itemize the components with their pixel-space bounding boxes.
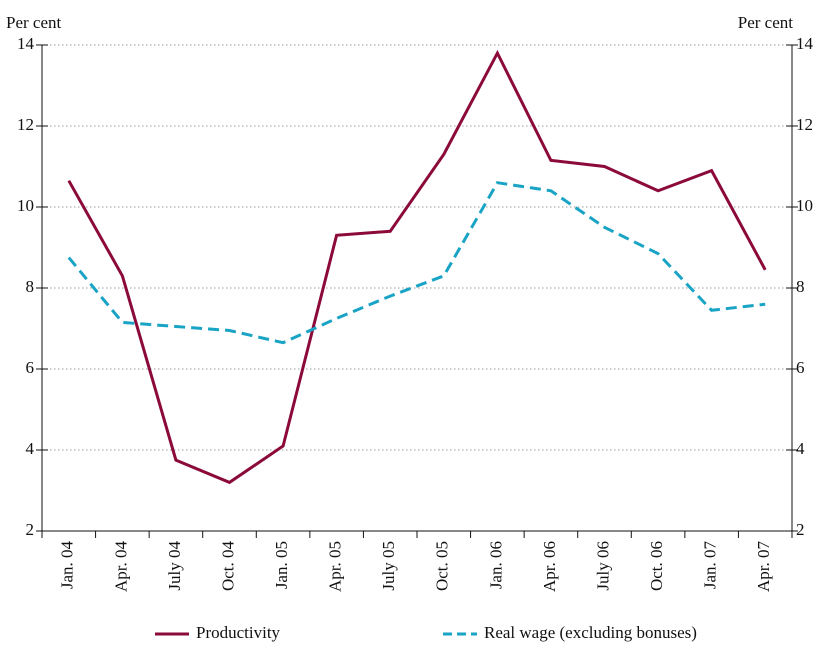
x-tick-label: Jan. 06 <box>486 541 505 589</box>
y-tick-label: 14 <box>17 34 35 53</box>
x-tick-label: Jan. 07 <box>701 541 720 590</box>
y2-tick-label: 2 <box>796 520 805 539</box>
x-tick-label: Apr. 07 <box>754 541 773 593</box>
y2-axis-label: Per cent <box>738 13 794 32</box>
series-line <box>67 49 767 485</box>
y-tick-label: 12 <box>17 115 34 134</box>
y-tick-label: 2 <box>26 520 35 539</box>
x-tick-label: Oct. 06 <box>647 541 666 591</box>
y2-tick-label: 8 <box>796 277 805 296</box>
x-tick-label: July 05 <box>379 541 398 591</box>
x-tick-label: Apr. 06 <box>540 541 559 592</box>
x-tick-label: Oct. 04 <box>218 541 237 592</box>
y-axis-label: Per cent <box>6 13 62 32</box>
y2-tick-label: 12 <box>796 115 813 134</box>
series-line <box>67 181 766 345</box>
y2-tick-label: 6 <box>796 358 805 377</box>
y-tick-label: 6 <box>26 358 35 377</box>
x-tick-label: Jan. 04 <box>58 541 77 590</box>
y2-tick-label: 14 <box>796 34 814 53</box>
x-tick-label: Apr. 04 <box>111 541 130 593</box>
y2-tick-label: 10 <box>796 196 813 215</box>
x-tick-label: Oct. 05 <box>433 541 452 591</box>
legend-label: Productivity <box>196 623 281 642</box>
y-tick-label: 8 <box>26 277 35 296</box>
x-tick-label: Jan. 05 <box>272 541 291 589</box>
y2-tick-label: 4 <box>796 439 805 458</box>
x-tick-label: July 06 <box>593 541 612 591</box>
legend-label: Real wage (excluding bonuses) <box>484 623 697 642</box>
y-tick-label: 4 <box>26 439 35 458</box>
y-tick-label: 10 <box>17 196 34 215</box>
x-tick-label: Apr. 05 <box>326 541 345 592</box>
x-tick-label: July 04 <box>165 541 184 591</box>
